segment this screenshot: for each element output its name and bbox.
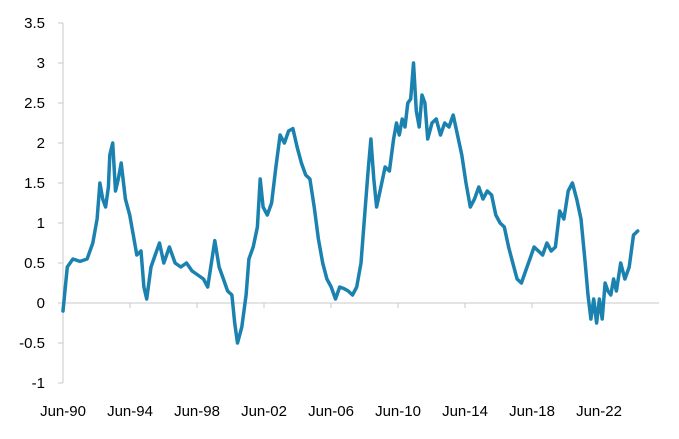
- y-tick-label: -0.5: [19, 335, 45, 352]
- y-tick-label: -1: [32, 375, 45, 392]
- y-tick-label: 3.5: [24, 15, 45, 32]
- x-tick-label: Jun-14: [442, 403, 488, 420]
- series-line-0: [63, 63, 638, 343]
- x-tick-label: Jun-18: [509, 403, 555, 420]
- y-tick-label: 0.5: [24, 255, 45, 272]
- y-tick-label: 2.5: [24, 95, 45, 112]
- x-tick-label: Jun-94: [107, 403, 153, 420]
- x-tick-label: Jun-98: [174, 403, 220, 420]
- x-tick-label: Jun-10: [375, 403, 421, 420]
- y-tick-label: 1.5: [24, 175, 45, 192]
- x-tick-label: Jun-90: [40, 403, 86, 420]
- x-tick-label: Jun-02: [241, 403, 287, 420]
- y-tick-label: 0: [37, 295, 45, 312]
- y-tick-label: 2: [37, 135, 45, 152]
- x-tick-label: Jun-06: [308, 403, 354, 420]
- y-tick-label: 1: [37, 215, 45, 232]
- x-tick-label: Jun-22: [576, 403, 622, 420]
- y-tick-label: 3: [37, 55, 45, 72]
